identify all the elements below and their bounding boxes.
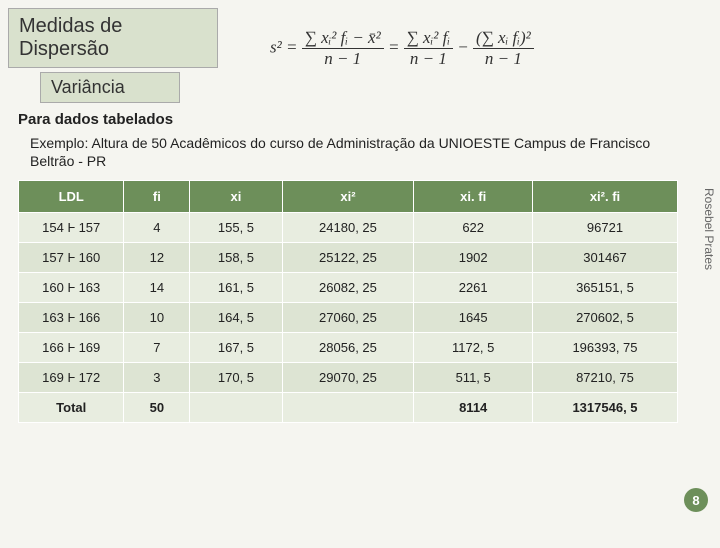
page-number: 8 — [684, 488, 708, 512]
table-header: fi — [124, 181, 190, 213]
table-cell: 29070, 25 — [282, 363, 414, 393]
table-row: 169 Ⱶ 1723170, 529070, 25511, 587210, 75 — [19, 363, 678, 393]
table-cell: 96721 — [532, 213, 677, 243]
table-cell: 7 — [124, 333, 190, 363]
table-header: xi. fi — [414, 181, 533, 213]
table-cell: 4 — [124, 213, 190, 243]
table-cell: 160 Ⱶ 163 — [19, 273, 124, 303]
table-header: xi — [190, 181, 282, 213]
table-header: xi² — [282, 181, 414, 213]
slide-subtitle: Variância — [40, 72, 180, 103]
table-cell: 27060, 25 — [282, 303, 414, 333]
table-row: 166 Ⱶ 1697167, 528056, 251172, 5196393, … — [19, 333, 678, 363]
table-cell: 157 Ⱶ 160 — [19, 243, 124, 273]
table-cell: 1172, 5 — [414, 333, 533, 363]
table-cell: 163 Ⱶ 166 — [19, 303, 124, 333]
data-table: LDLfixixi²xi. fixi². fi 154 Ⱶ 1574155, 5… — [18, 180, 678, 423]
table-cell: 3 — [124, 363, 190, 393]
table-cell: Total — [19, 393, 124, 423]
table-cell: 155, 5 — [190, 213, 282, 243]
table-cell: 167, 5 — [190, 333, 282, 363]
table-cell: 50 — [124, 393, 190, 423]
table-row: 157 Ⱶ 16012158, 525122, 251902301467 — [19, 243, 678, 273]
table-cell: 161, 5 — [190, 273, 282, 303]
table-cell: 622 — [414, 213, 533, 243]
table-cell: 365151, 5 — [532, 273, 677, 303]
table-cell: 164, 5 — [190, 303, 282, 333]
variance-formula: s² = ∑ xᵢ² fᵢ − x̄²n − 1 = ∑ xᵢ² fᵢn − 1… — [270, 28, 534, 69]
table-cell: 154 Ⱶ 157 — [19, 213, 124, 243]
table-cell: 511, 5 — [414, 363, 533, 393]
table-cell: 270602, 5 — [532, 303, 677, 333]
table-cell: 14 — [124, 273, 190, 303]
table-cell: 169 Ⱶ 172 — [19, 363, 124, 393]
table-cell — [190, 393, 282, 423]
table-cell: 28056, 25 — [282, 333, 414, 363]
table-cell: 158, 5 — [190, 243, 282, 273]
slide-title: Medidas de Dispersão — [8, 8, 218, 68]
table-row: 154 Ⱶ 1574155, 524180, 2562296721 — [19, 213, 678, 243]
table-cell: 8114 — [414, 393, 533, 423]
table-cell: 10 — [124, 303, 190, 333]
table-cell: 25122, 25 — [282, 243, 414, 273]
table-row: 160 Ⱶ 16314161, 526082, 252261365151, 5 — [19, 273, 678, 303]
table-cell: 2261 — [414, 273, 533, 303]
author-label: Rosebel Prates — [702, 188, 716, 270]
table-cell: 1902 — [414, 243, 533, 273]
table-cell: 196393, 75 — [532, 333, 677, 363]
table-cell: 26082, 25 — [282, 273, 414, 303]
table-cell: 24180, 25 — [282, 213, 414, 243]
table-cell: 87210, 75 — [532, 363, 677, 393]
table-row: Total50 81141317546, 5 — [19, 393, 678, 423]
table-header: LDL — [19, 181, 124, 213]
section-label: Para dados tabelados — [18, 111, 720, 128]
table-row: 163 Ⱶ 16610164, 527060, 251645270602, 5 — [19, 303, 678, 333]
table-header: xi². fi — [532, 181, 677, 213]
table-cell: 166 Ⱶ 169 — [19, 333, 124, 363]
table-cell: 12 — [124, 243, 190, 273]
table-cell: 170, 5 — [190, 363, 282, 393]
table-cell: 1645 — [414, 303, 533, 333]
table-cell: 301467 — [532, 243, 677, 273]
table-cell — [282, 393, 414, 423]
example-text: Exemplo: Altura de 50 Acadêmicos do curs… — [30, 134, 680, 170]
table-cell: 1317546, 5 — [532, 393, 677, 423]
